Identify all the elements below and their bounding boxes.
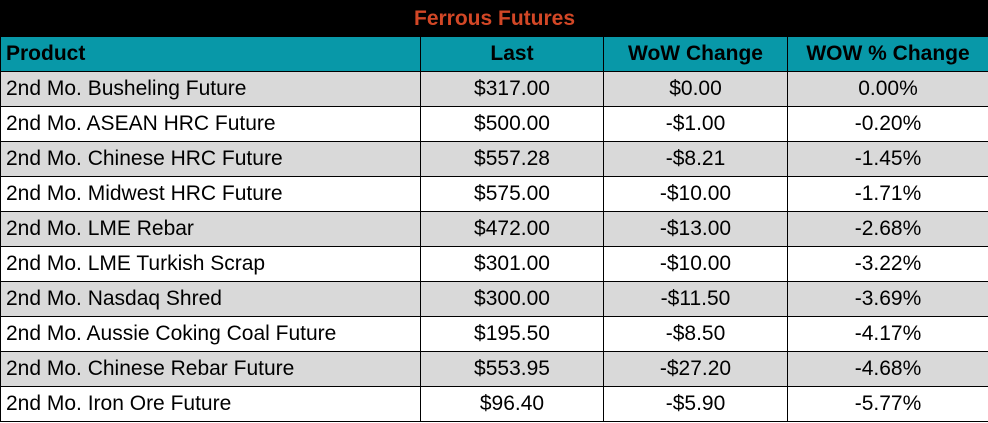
cell-wow-change: -$13.00 (603, 211, 788, 247)
cell-last: $553.95 (420, 351, 604, 387)
cell-wow-pct-change: -0.20% (786, 106, 988, 142)
header-row: Product Last WoW Change WOW % Change (0, 36, 988, 72)
table-row: 2nd Mo. Chinese Rebar Future $553.95 -$27.… (0, 351, 988, 387)
cell-wow-change: -$10.00 (603, 246, 788, 282)
column-header-wow-change: WoW Change (603, 36, 788, 72)
cell-last: $195.50 (420, 316, 604, 352)
cell-wow-pct-change: -4.68% (786, 351, 988, 387)
cell-wow-pct-change: -5.77% (786, 386, 988, 422)
cell-last: $472.00 (420, 211, 604, 247)
table-row: 2nd Mo. ASEAN HRC Future $500.00 -$1.00 -0.… (0, 106, 988, 142)
cell-wow-pct-change: -4.17% (786, 316, 988, 352)
cell-wow-change: -$11.50 (603, 281, 788, 317)
column-header-last: Last (420, 36, 604, 72)
cell-wow-pct-change: -2.68% (786, 211, 988, 247)
cell-product: 2nd Mo. Nasdaq Shred (0, 281, 421, 317)
table-row: 2nd Mo. Iron Ore Future $96.40 -$5.90 -5.77… (0, 386, 988, 422)
cell-product: 2nd Mo. Busheling Future (0, 71, 421, 107)
table-row: 2nd Mo. Busheling Future $317.00 $0.00 0.00… (0, 71, 988, 107)
table-row: 2nd Mo. Aussie Coking Coal Future $195.50… (0, 316, 988, 352)
cell-wow-change: -$5.90 (603, 386, 788, 422)
cell-last: $300.00 (420, 281, 604, 317)
cell-wow-change: $0.00 (603, 71, 788, 107)
title-row: Ferrous Futures (0, 0, 988, 37)
cell-product: 2nd Mo. Midwest HRC Future (0, 176, 421, 212)
table-row: 2nd Mo. LME Turkish Scrap $301.00 -$10.00-… (0, 246, 988, 282)
table-title: Ferrous Futures (0, 0, 988, 37)
cell-last: $317.00 (420, 71, 604, 107)
cell-wow-pct-change: -1.71% (786, 176, 988, 212)
cell-last: $96.40 (420, 386, 604, 422)
column-header-wow-pct-change: WOW % Change (786, 36, 988, 72)
cell-last: $500.00 (420, 106, 604, 142)
column-header-product: Product (0, 36, 421, 72)
cell-wow-change: -$8.50 (603, 316, 788, 352)
cell-last: $557.28 (420, 141, 604, 177)
cell-product: 2nd Mo. Iron Ore Future (0, 386, 421, 422)
table-row: 2nd Mo. Nasdaq Shred $300.00 -$11.50 -3.69% (0, 281, 988, 317)
cell-last: $575.00 (420, 176, 604, 212)
cell-wow-change: -$1.00 (603, 106, 788, 142)
cell-wow-pct-change: -3.22% (786, 246, 988, 282)
cell-wow-change: -$8.21 (603, 141, 788, 177)
cell-product: 2nd Mo. LME Turkish Scrap (0, 246, 421, 282)
cell-product: 2nd Mo. Chinese HRC Future (0, 141, 421, 177)
cell-wow-pct-change: -3.69% (786, 281, 988, 317)
cell-wow-change: -$10.00 (603, 176, 788, 212)
cell-wow-pct-change: -1.45% (786, 141, 988, 177)
cell-last: $301.00 (420, 246, 604, 282)
cell-product: 2nd Mo. ASEAN HRC Future (0, 106, 421, 142)
table-row: 2nd Mo. Chinese HRC Future $557.28 -$8.21-… (0, 141, 988, 177)
cell-product: 2nd Mo. Aussie Coking Coal Future (0, 316, 421, 352)
cell-product: 2nd Mo. Chinese Rebar Future (0, 351, 421, 387)
cell-wow-pct-change: 0.00% (786, 71, 988, 107)
cell-wow-change: -$27.20 (603, 351, 788, 387)
table-row: 2nd Mo. LME Rebar $472.00 -$13.00 -2.68% (0, 211, 988, 247)
table-row: 2nd Mo. Midwest HRC Future $575.00 -$10.00… (0, 176, 988, 212)
cell-product: 2nd Mo. LME Rebar (0, 211, 421, 247)
